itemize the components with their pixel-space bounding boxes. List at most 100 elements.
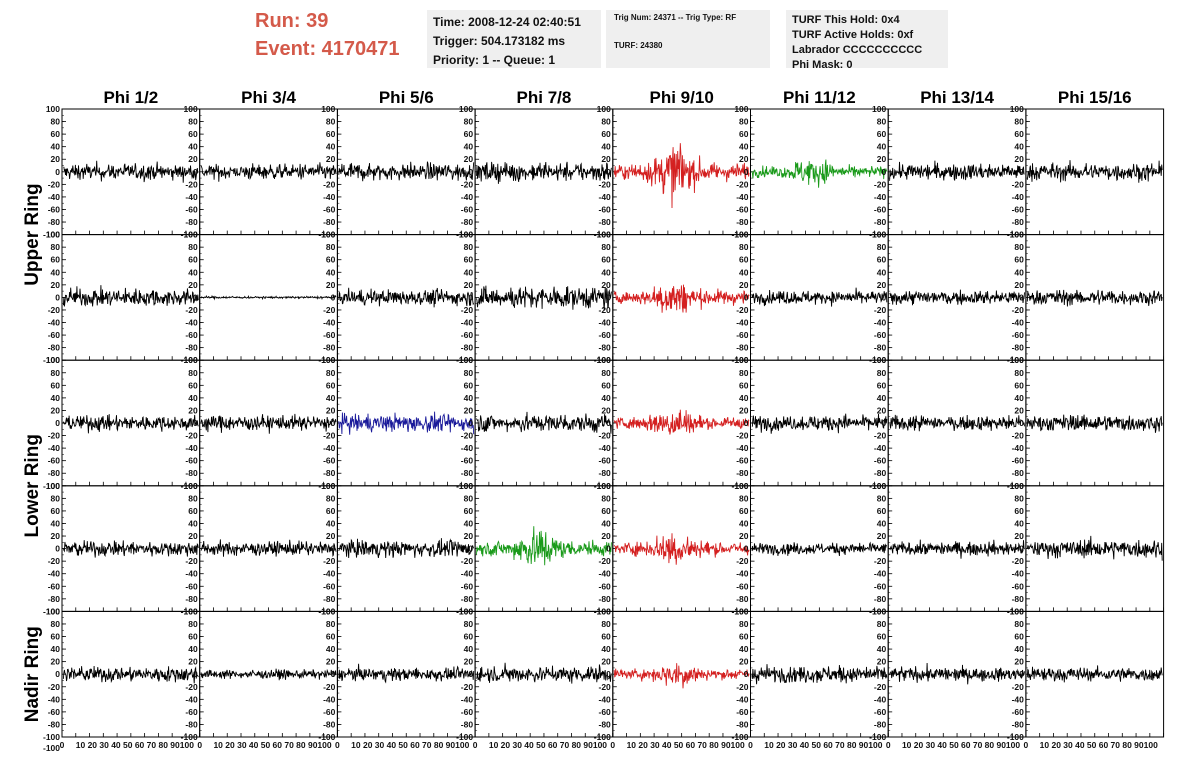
y-tick-label: 40	[877, 142, 887, 152]
y-tick-label: -20	[48, 682, 61, 692]
y-tick-label: 0	[55, 544, 60, 554]
y-tick-label: -100	[594, 732, 611, 742]
y-tick-label: 100	[321, 606, 335, 616]
y-tick-label: 100	[184, 230, 198, 240]
y-tick-label: 40	[601, 142, 611, 152]
waveform-trace	[751, 287, 888, 307]
ring-title: Upper Ring	[22, 183, 43, 285]
y-tick-label: 40	[877, 267, 887, 277]
y-tick-label: -40	[874, 318, 887, 328]
y-tick-label: -60	[874, 456, 887, 466]
y-tick-label: 60	[1014, 129, 1024, 139]
y-tick-label: -40	[599, 694, 612, 704]
y-tick-label: -60	[874, 581, 887, 591]
y-tick-label: -20	[599, 556, 612, 566]
y-tick-label: -60	[1012, 581, 1025, 591]
y-tick-label: -20	[185, 682, 198, 692]
y-tick-label: -40	[736, 443, 749, 453]
y-tick-label: -20	[1012, 682, 1025, 692]
x-tick-label: 0	[197, 740, 202, 750]
y-tick-label: -20	[736, 556, 749, 566]
y-tick-label: -60	[323, 330, 336, 340]
y-tick-label: 40	[188, 644, 198, 654]
ring-title: Nadir Ring	[22, 626, 43, 722]
y-tick-label: 0	[881, 669, 886, 679]
y-tick-label: 20	[877, 154, 887, 164]
y-tick-label: -20	[1012, 305, 1025, 315]
y-tick-label: -40	[323, 318, 336, 328]
x-tick-label: 0	[886, 740, 891, 750]
y-tick-label: -20	[599, 431, 612, 441]
x-tick-label: 10 20 30 40 50 60 70 80 90100	[1040, 740, 1158, 750]
y-tick-label: 0	[55, 418, 60, 428]
panel-frame	[1025, 108, 1165, 236]
y-tick-label: 100	[184, 104, 198, 114]
y-tick-label: -80	[461, 594, 474, 604]
y-tick-label: 60	[51, 129, 61, 139]
y-tick-label: -40	[874, 443, 887, 453]
y-tick-label: 40	[877, 518, 887, 528]
y-tick-label: 20	[877, 657, 887, 667]
y-tick-label: 60	[326, 129, 336, 139]
y-tick-label: 80	[739, 493, 749, 503]
y-tick-label: 80	[1014, 619, 1024, 629]
turf-active-holds-text: TURF Active Holds: 0xf	[792, 29, 914, 41]
y-tick-label: -60	[1012, 456, 1025, 466]
y-tick-label: 20	[877, 531, 887, 541]
y-tick-label: -40	[736, 192, 749, 202]
y-tick-label: 40	[464, 267, 474, 277]
y-tick-label: 0	[55, 292, 60, 302]
y-tick-label: -80	[461, 468, 474, 478]
waveform-trace	[751, 413, 888, 434]
y-tick-label: -80	[185, 343, 198, 353]
y-tick-label: -20	[323, 179, 336, 189]
y-tick-label: -80	[48, 468, 61, 478]
y-tick-label: 20	[601, 154, 611, 164]
y-tick-label: -20	[874, 179, 887, 189]
y-tick-label: 0	[881, 418, 886, 428]
y-tick-label: 60	[464, 380, 474, 390]
y-tick-label: -40	[874, 192, 887, 202]
y-tick-label: -80	[323, 719, 336, 729]
y-tick-label: 40	[326, 267, 336, 277]
y-tick-label: -60	[185, 456, 198, 466]
y-tick-label: -20	[599, 682, 612, 692]
y-tick-label: -40	[48, 318, 61, 328]
y-tick-label: -40	[48, 569, 61, 579]
y-tick-label: 40	[739, 518, 749, 528]
column-title: Phi 11/12	[783, 88, 856, 107]
y-tick-label: -100	[731, 732, 748, 742]
y-tick-label: 100	[597, 606, 611, 616]
y-tick-label: 60	[51, 632, 61, 642]
y-tick-label: -40	[599, 318, 612, 328]
y-tick-label: 100	[597, 481, 611, 491]
y-tick-label: -80	[1012, 594, 1025, 604]
y-tick-label: -40	[1012, 443, 1025, 453]
y-tick-label: 80	[877, 117, 887, 127]
y-tick-label: 0	[881, 167, 886, 177]
x-tick-label: 10 20 30 40 50 60 70 80 90100	[76, 740, 194, 750]
y-tick-label: 80	[877, 493, 887, 503]
y-tick-label: -60	[323, 581, 336, 591]
y-tick-label: -80	[48, 217, 61, 227]
y-tick-label: 100	[1010, 481, 1024, 491]
priority-text: Priority: 1 -- Queue: 1	[433, 53, 556, 67]
y-tick-label: 80	[51, 368, 61, 378]
y-tick-label: 40	[188, 267, 198, 277]
waveform-trace	[62, 285, 199, 307]
waveform-trace	[200, 413, 337, 434]
y-tick-label: 100	[734, 230, 748, 240]
x-tick-label: 10 20 30 40 50 60 70 80 90100	[213, 740, 331, 750]
y-tick-label: 20	[51, 280, 61, 290]
x-tick-label: 10 20 30 40 50 60 70 80 90100	[764, 740, 882, 750]
y-tick-label: 80	[877, 368, 887, 378]
y-tick-label: -60	[736, 581, 749, 591]
ring-title: Lower Ring	[22, 434, 43, 537]
x-tick-label: 0	[473, 740, 478, 750]
y-tick-label: -80	[599, 594, 612, 604]
y-tick-label: -60	[1012, 707, 1025, 717]
y-tick-label: 0	[744, 544, 749, 554]
y-tick-label: 100	[46, 606, 60, 616]
turf-this-hold-text: TURF This Hold: 0x4	[792, 14, 900, 26]
y-tick-label: -60	[874, 330, 887, 340]
